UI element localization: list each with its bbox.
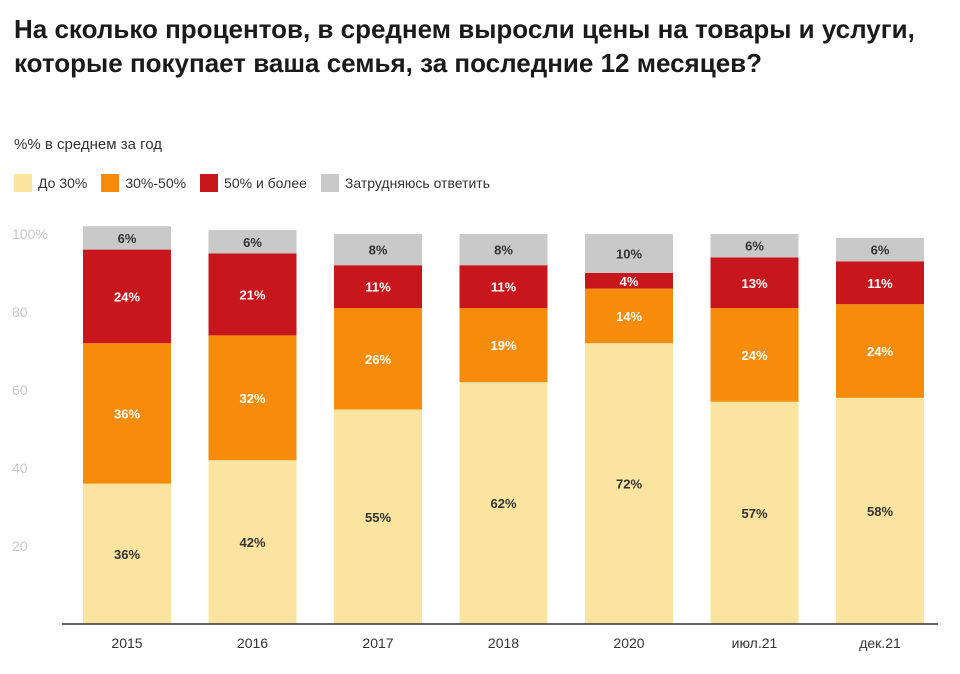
bar-segment	[836, 237, 924, 262]
data-label: 4%	[620, 274, 639, 289]
bar-segment	[208, 460, 297, 624]
data-label: 6%	[871, 243, 890, 258]
bar-segment	[710, 401, 799, 624]
legend-swatch	[320, 174, 339, 192]
data-label: 11%	[867, 276, 893, 291]
legend-swatch	[200, 174, 219, 192]
data-label: 42%	[239, 535, 265, 550]
legend-swatch	[14, 174, 32, 192]
bar-segment	[459, 234, 548, 266]
x-tick-label: 2015	[111, 635, 142, 651]
bar-segment	[83, 226, 171, 250]
bar-segment	[83, 483, 171, 624]
bar-segment	[585, 234, 673, 273]
legend-item-under-30: До 30%	[14, 174, 87, 192]
x-tick-label: 2020	[613, 635, 644, 651]
legend-label: 30%-50%	[125, 175, 187, 191]
data-label: 6%	[243, 235, 262, 250]
x-tick-label: 2016	[237, 635, 268, 651]
data-label: 11%	[365, 280, 391, 295]
x-tick-label: 2017	[362, 635, 393, 651]
data-label: 21%	[239, 287, 265, 302]
bar-segment	[83, 249, 171, 344]
bar-segment	[208, 253, 297, 336]
data-label: 10%	[616, 247, 642, 262]
bar-segment	[459, 382, 548, 624]
bar-segment	[208, 335, 297, 461]
bar-segment	[710, 308, 799, 402]
data-label: 24%	[867, 344, 893, 359]
data-label: 57%	[741, 506, 767, 521]
data-label: 36%	[114, 547, 140, 562]
bar-segment	[710, 234, 799, 258]
data-label: 62%	[490, 496, 516, 511]
data-label: 32%	[239, 391, 265, 406]
data-label: 8%	[494, 243, 513, 258]
data-label: 19%	[490, 338, 516, 353]
x-tick-label: 2018	[488, 635, 519, 651]
bar-segment	[836, 397, 924, 624]
bar-segment	[334, 308, 422, 410]
data-label: 8%	[369, 243, 388, 258]
y-tick-label: 20	[12, 538, 28, 554]
data-label: 6%	[745, 239, 764, 254]
legend-item-dont-know: Затрудняюсь ответить	[320, 174, 491, 192]
bar-segment	[334, 409, 422, 624]
data-label: 58%	[867, 504, 893, 519]
y-tick-label: 40	[12, 460, 28, 476]
legend-item-50-plus: 50% и более	[200, 174, 307, 192]
data-label: 24%	[114, 289, 140, 304]
y-tick-label: 80	[12, 304, 28, 320]
data-label: 14%	[616, 309, 642, 324]
bar-segment	[836, 304, 924, 398]
bar-segment	[459, 265, 548, 309]
legend: До 30% 30%-50% 50% и более Затрудняюсь о…	[14, 174, 504, 192]
legend-label: Затрудняюсь ответить	[344, 175, 491, 191]
data-label: 55%	[365, 510, 391, 525]
bar-segment	[585, 343, 673, 624]
data-label: 6%	[118, 231, 137, 246]
data-label: 26%	[365, 352, 391, 367]
bar-segment	[585, 288, 673, 344]
data-label: 11%	[491, 280, 517, 295]
data-label: 13%	[741, 276, 767, 291]
legend-label: 50% и более	[224, 175, 307, 191]
bar-segment	[83, 343, 171, 484]
bar-segment	[208, 230, 297, 254]
bar-segment	[836, 261, 924, 305]
y-tick-label: 100%	[12, 226, 48, 242]
chart-subtitle: %% в среднем за год	[14, 136, 162, 153]
data-label: 36%	[114, 406, 140, 421]
bar-segment	[334, 265, 422, 309]
chart-title: На сколько процентов, в среднем выросли …	[14, 14, 915, 78]
legend-label: До 30%	[38, 175, 88, 191]
x-tick-label: июл.21	[732, 635, 778, 651]
legend-swatch	[101, 174, 120, 192]
bar-segment	[334, 234, 422, 266]
x-tick-label: дек.21	[859, 635, 901, 651]
bar-segment	[710, 257, 799, 309]
bar-segment	[459, 308, 548, 383]
data-label: 72%	[616, 477, 642, 492]
y-tick-label: 60	[12, 382, 28, 398]
data-label: 24%	[741, 348, 767, 363]
legend-item-30-50: 30%-50%	[101, 174, 186, 192]
bar-segment	[585, 273, 673, 289]
